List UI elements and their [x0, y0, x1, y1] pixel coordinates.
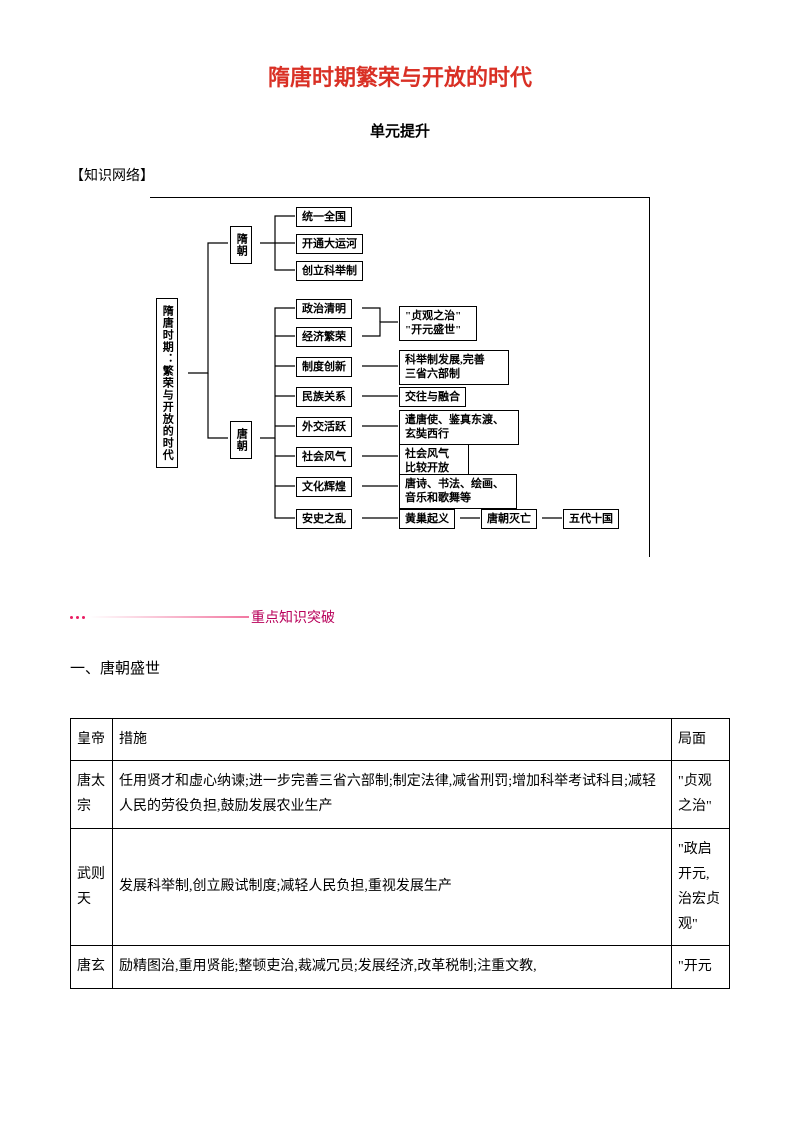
- annot-zhenguan: "贞观之治" "开元盛世": [399, 306, 477, 341]
- cell-situation: "政启开元,治宏贞观": [672, 828, 730, 946]
- cell-emperor: 唐太宗: [71, 761, 113, 828]
- sub-title: 单元提升: [70, 120, 730, 141]
- table-row: 唐玄 励精图治,重用贤能;整顿吏治,裁减冗员;发展经济,改革税制;注重文教, "…: [71, 946, 730, 988]
- table-row: 唐太宗 任用贤才和虚心纳谏;进一步完善三省六部制;制定法律,减省刑罚;增加科举考…: [71, 761, 730, 828]
- node-tang-1: 经济繁荣: [296, 327, 352, 347]
- table-row: 武则天 发展科举制,创立殿试制度;减轻人民负担,重视发展生产 "政启开元,治宏贞…: [71, 828, 730, 946]
- topic-heading: 一、唐朝盛世: [70, 657, 730, 678]
- annot-keju: 科举制发展,完善 三省六部制: [399, 350, 509, 385]
- knowledge-network-label: 【知识网络】: [70, 165, 730, 185]
- node-sui: 隋朝: [230, 226, 252, 264]
- annot-wudai: 五代十国: [563, 509, 619, 529]
- table-header-row: 皇帝 措施 局面: [71, 719, 730, 761]
- node-sui-1: 开通大运河: [296, 234, 363, 254]
- th-situation: 局面: [672, 719, 730, 761]
- breakthrough-header: 重点知识突破: [70, 607, 730, 627]
- cell-emperor: 唐玄: [71, 946, 113, 988]
- node-tang-3: 民族关系: [296, 387, 352, 407]
- node-tang-4: 外交活跃: [296, 417, 352, 437]
- node-tang-7: 安史之乱: [296, 509, 352, 529]
- node-tang-0: 政治清明: [296, 299, 352, 319]
- cell-situation: "开元: [672, 946, 730, 988]
- annot-minzu: 交往与融合: [399, 387, 466, 407]
- breakthrough-text: 重点知识突破: [251, 607, 335, 627]
- pink-bar-icon: [89, 616, 249, 618]
- pink-dots-icon: [70, 616, 85, 619]
- cell-measures: 任用贤才和虚心纳谏;进一步完善三省六部制;制定法律,减省刑罚;增加科举考试科目;…: [113, 761, 672, 828]
- annot-tangwang: 唐朝灭亡: [481, 509, 537, 529]
- annot-huangchao: 黄巢起义: [399, 509, 455, 529]
- cell-measures: 发展科举制,创立殿试制度;减轻人民负担,重视发展生产: [113, 828, 672, 946]
- emperor-table: 皇帝 措施 局面 唐太宗 任用贤才和虚心纳谏;进一步完善三省六部制;制定法律,减…: [70, 718, 730, 989]
- annot-waijiao: 遣唐使、鉴真东渡、 玄奘西行: [399, 410, 519, 445]
- node-root: 隋唐时期：繁荣与开放的时代: [156, 298, 178, 468]
- th-emperor: 皇帝: [71, 719, 113, 761]
- knowledge-diagram: 隋唐时期：繁荣与开放的时代 隋朝 唐朝 统一全国 开通大运河 创立科举制 政治清…: [70, 197, 730, 557]
- annot-wenhua: 唐诗、书法、绘画、 音乐和歌舞等: [399, 474, 517, 509]
- node-sui-0: 统一全国: [296, 207, 352, 227]
- cell-measures: 励精图治,重用贤能;整顿吏治,裁减冗员;发展经济,改革税制;注重文教,: [113, 946, 672, 988]
- node-tang: 唐朝: [230, 421, 252, 459]
- cell-emperor: 武则天: [71, 828, 113, 946]
- page-title: 隋唐时期繁荣与开放的时代: [70, 60, 730, 92]
- node-tang-6: 文化辉煌: [296, 477, 352, 497]
- node-sui-2: 创立科举制: [296, 261, 363, 281]
- node-tang-5: 社会风气: [296, 447, 352, 467]
- th-measures: 措施: [113, 719, 672, 761]
- cell-situation: "贞观之治": [672, 761, 730, 828]
- node-tang-2: 制度创新: [296, 357, 352, 377]
